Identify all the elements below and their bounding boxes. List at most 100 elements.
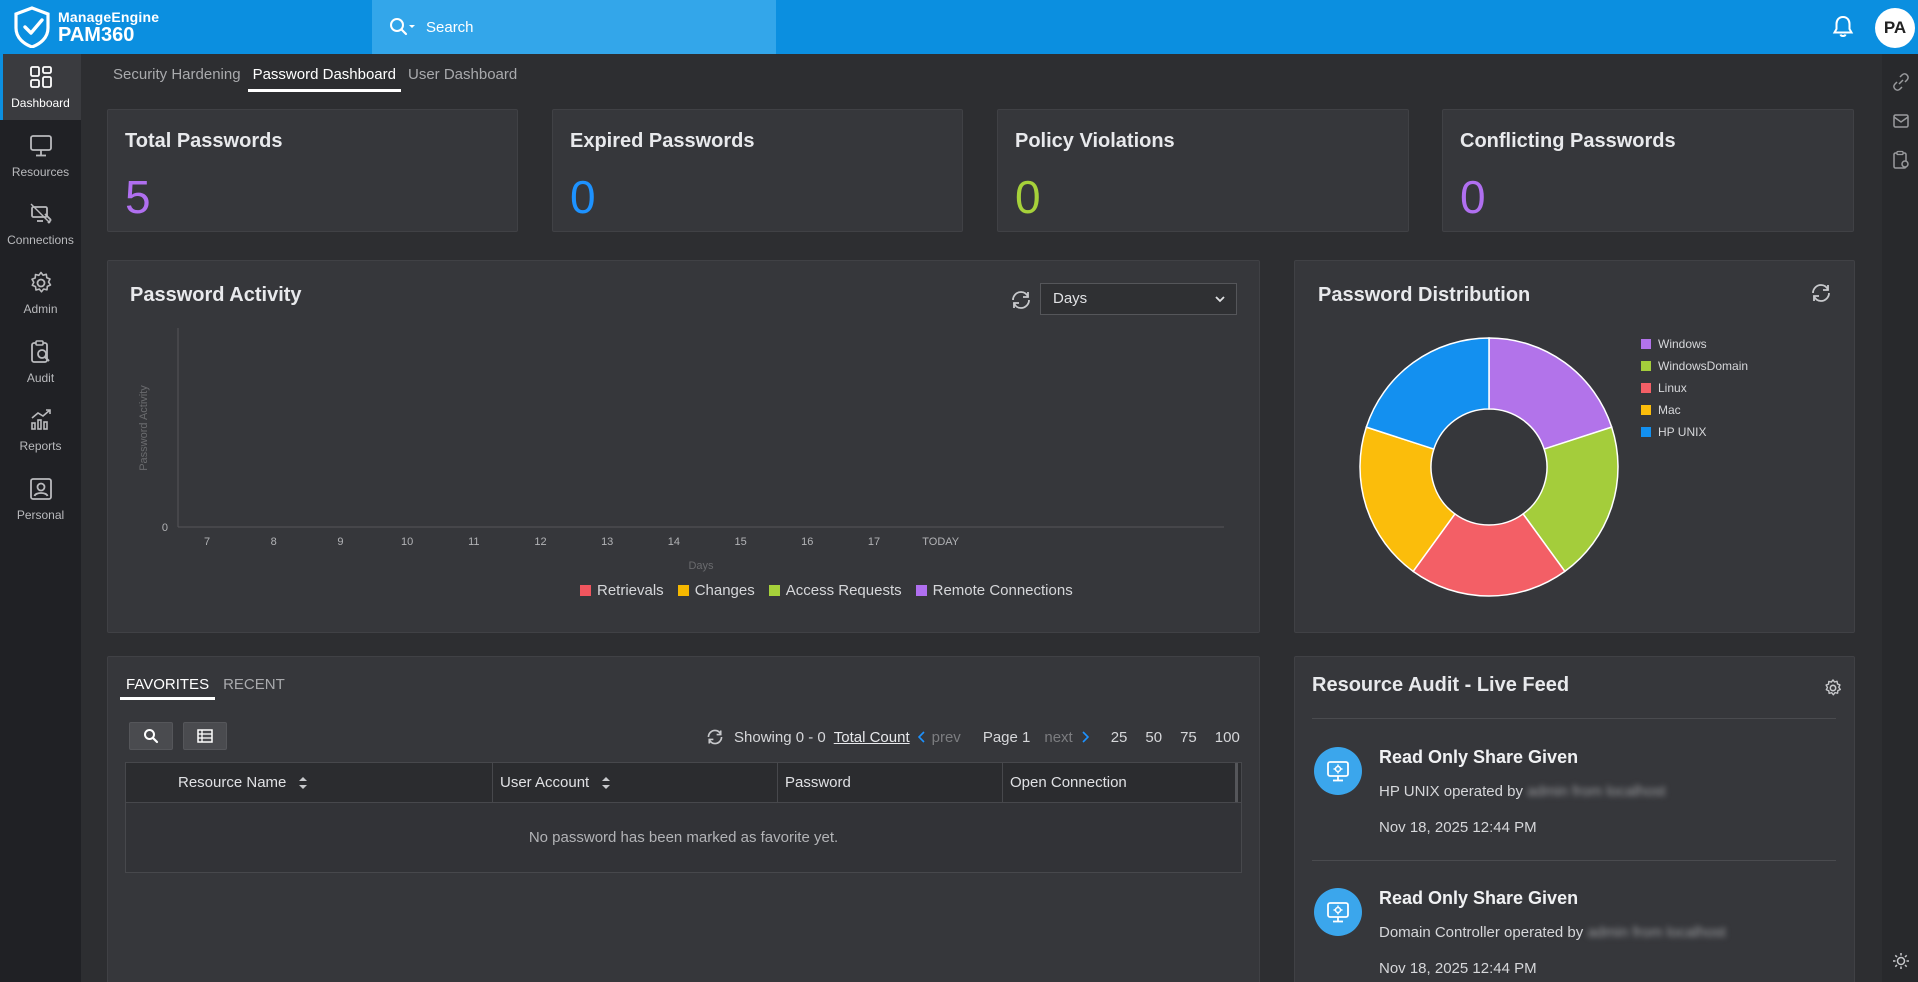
total-count-link[interactable]: Total Count	[833, 728, 910, 746]
panel-title: Password Distribution	[1318, 284, 1531, 306]
x-tick-label: 10	[401, 536, 413, 548]
global-search[interactable]	[372, 0, 776, 54]
top-bar: ManageEngine PAM360 PA	[0, 0, 1918, 54]
donut-slice-windowsdomain[interactable]	[1522, 426, 1619, 573]
feed-title: Read Only Share Given	[1379, 888, 1579, 908]
left-navigation: Dashboard Resources Connections Admin Au…	[0, 54, 81, 982]
nav-admin[interactable]: Admin	[0, 260, 81, 326]
mail-icon[interactable]	[1891, 111, 1911, 131]
donut-slice-windows[interactable]	[1488, 337, 1613, 451]
page-size-75[interactable]: 75	[1180, 728, 1197, 746]
favorites-tabs: FAVORITES RECENT	[120, 676, 299, 700]
theme-sun-icon[interactable]	[1891, 951, 1911, 971]
sort-icon	[299, 776, 308, 789]
legend-item-retrievals[interactable]: Retrievals	[580, 582, 664, 599]
refresh-icon[interactable]	[1810, 282, 1832, 304]
nav-label: Connections	[7, 233, 74, 247]
column-label: Password	[785, 774, 851, 791]
nav-reports[interactable]: Reports	[0, 397, 81, 463]
nav-resources[interactable]: Resources	[0, 123, 81, 189]
legend-label: Remote Connections	[932, 582, 1073, 599]
y-tick-label: 0	[162, 522, 168, 534]
resource-monitor-icon	[1314, 747, 1362, 795]
x-tick-label: 16	[801, 536, 813, 548]
nav-audit[interactable]: Audit	[0, 329, 81, 395]
nav-label: Admin	[23, 302, 58, 316]
stat-label: Expired Passwords	[570, 130, 755, 152]
refresh-icon[interactable]	[1010, 289, 1032, 311]
tab-favorites[interactable]: FAVORITES	[120, 676, 216, 700]
personal-icon	[29, 478, 52, 500]
legend-item-access-requests[interactable]: Access Requests	[768, 582, 902, 599]
search-button[interactable]	[129, 722, 173, 750]
legend-label: Windows	[1658, 337, 1707, 351]
page-size-25[interactable]: 25	[1110, 728, 1128, 746]
clipboard-settings-icon[interactable]	[1891, 150, 1911, 170]
stat-card-total-passwords[interactable]: Total Passwords 5	[107, 109, 518, 232]
legend-item-changes[interactable]: Changes	[677, 582, 755, 599]
tab-security-hardening[interactable]: Security Hardening	[113, 66, 241, 83]
legend-item-mac[interactable]: Mac	[1641, 399, 1748, 421]
stat-card-expired-passwords[interactable]: Expired Passwords 0	[552, 109, 963, 232]
audit-icon	[30, 340, 50, 363]
brand-logo[interactable]: ManageEngine PAM360	[12, 6, 159, 48]
legend-swatch	[1641, 405, 1651, 415]
feed-actor: admin from localhost	[1527, 783, 1666, 800]
prev-link[interactable]: prev	[931, 728, 961, 746]
column-label: Open Connection	[1010, 774, 1127, 791]
nav-personal[interactable]: Personal	[0, 466, 81, 532]
donut-slice-linux[interactable]	[1412, 512, 1566, 597]
nav-label: Dashboard	[11, 96, 70, 110]
stat-card-conflicting-passwords[interactable]: Conflicting Passwords 0	[1442, 109, 1854, 232]
legend-item-remote-connections[interactable]: Remote Connections	[915, 582, 1073, 599]
donut-slice-mac[interactable]	[1359, 426, 1456, 573]
bell-icon[interactable]	[1830, 14, 1856, 40]
search-input[interactable]	[426, 18, 746, 36]
gear-icon[interactable]	[1823, 678, 1843, 698]
column-label: Resource Name	[178, 774, 287, 791]
next-link[interactable]: next	[1044, 728, 1073, 746]
legend-item-linux[interactable]: Linux	[1641, 377, 1748, 399]
select-value: Days	[1053, 290, 1088, 307]
page-size-50[interactable]: 50	[1145, 728, 1163, 746]
password-activity-panel	[107, 260, 1260, 633]
link-settings-icon[interactable]	[1891, 72, 1911, 92]
search-icon[interactable]	[382, 0, 424, 54]
divider	[1312, 860, 1836, 861]
nav-label: Reports	[19, 439, 62, 453]
column-resource-name[interactable]: Resource Name	[171, 763, 617, 802]
list-view-button[interactable]	[183, 722, 227, 750]
chevron-right-icon[interactable]	[1081, 731, 1089, 743]
search-icon	[144, 729, 159, 744]
feed-description: HP UNIX operated by admin from localhost	[1379, 783, 1666, 800]
stat-card-policy-violations[interactable]: Policy Violations 0	[997, 109, 1409, 232]
sort-icon	[602, 776, 611, 789]
resource-monitor-icon	[1314, 888, 1362, 936]
activity-range-select[interactable]: Days	[1040, 283, 1237, 315]
legend-label: WindowsDomain	[1658, 359, 1749, 373]
user-avatar[interactable]: PA	[1875, 8, 1915, 48]
chevron-left-icon[interactable]	[917, 731, 926, 743]
tab-user-dashboard[interactable]: User Dashboard	[408, 66, 518, 83]
connections-icon	[30, 203, 52, 224]
legend-label: Mac	[1658, 403, 1681, 417]
page-size-100[interactable]: 100	[1214, 728, 1240, 746]
x-tick-label: 11	[468, 536, 479, 548]
legend-item-windowsdomain[interactable]: WindowsDomain	[1641, 355, 1748, 377]
product-name: PAM360	[58, 23, 135, 46]
tab-password-dashboard[interactable]: Password Dashboard	[247, 66, 401, 92]
legend-label: Retrievals	[597, 582, 664, 599]
donut-slice-hp-unix[interactable]	[1365, 337, 1490, 451]
legend-item-hp-unix[interactable]: HP UNIX	[1641, 421, 1748, 443]
right-rail	[1882, 54, 1918, 982]
tab-recent[interactable]: RECENT	[223, 676, 285, 693]
legend-item-windows[interactable]: Windows	[1641, 333, 1748, 355]
x-tick-label: 13	[601, 536, 613, 548]
column-user-account[interactable]: User Account	[492, 763, 776, 802]
vendor-name: ManageEngine	[58, 8, 160, 25]
legend-swatch	[768, 585, 780, 596]
nav-connections[interactable]: Connections	[0, 191, 81, 257]
refresh-icon[interactable]	[706, 728, 724, 746]
showing-range: Showing 0 - 0	[734, 728, 826, 746]
nav-dashboard[interactable]: Dashboard	[0, 54, 81, 120]
